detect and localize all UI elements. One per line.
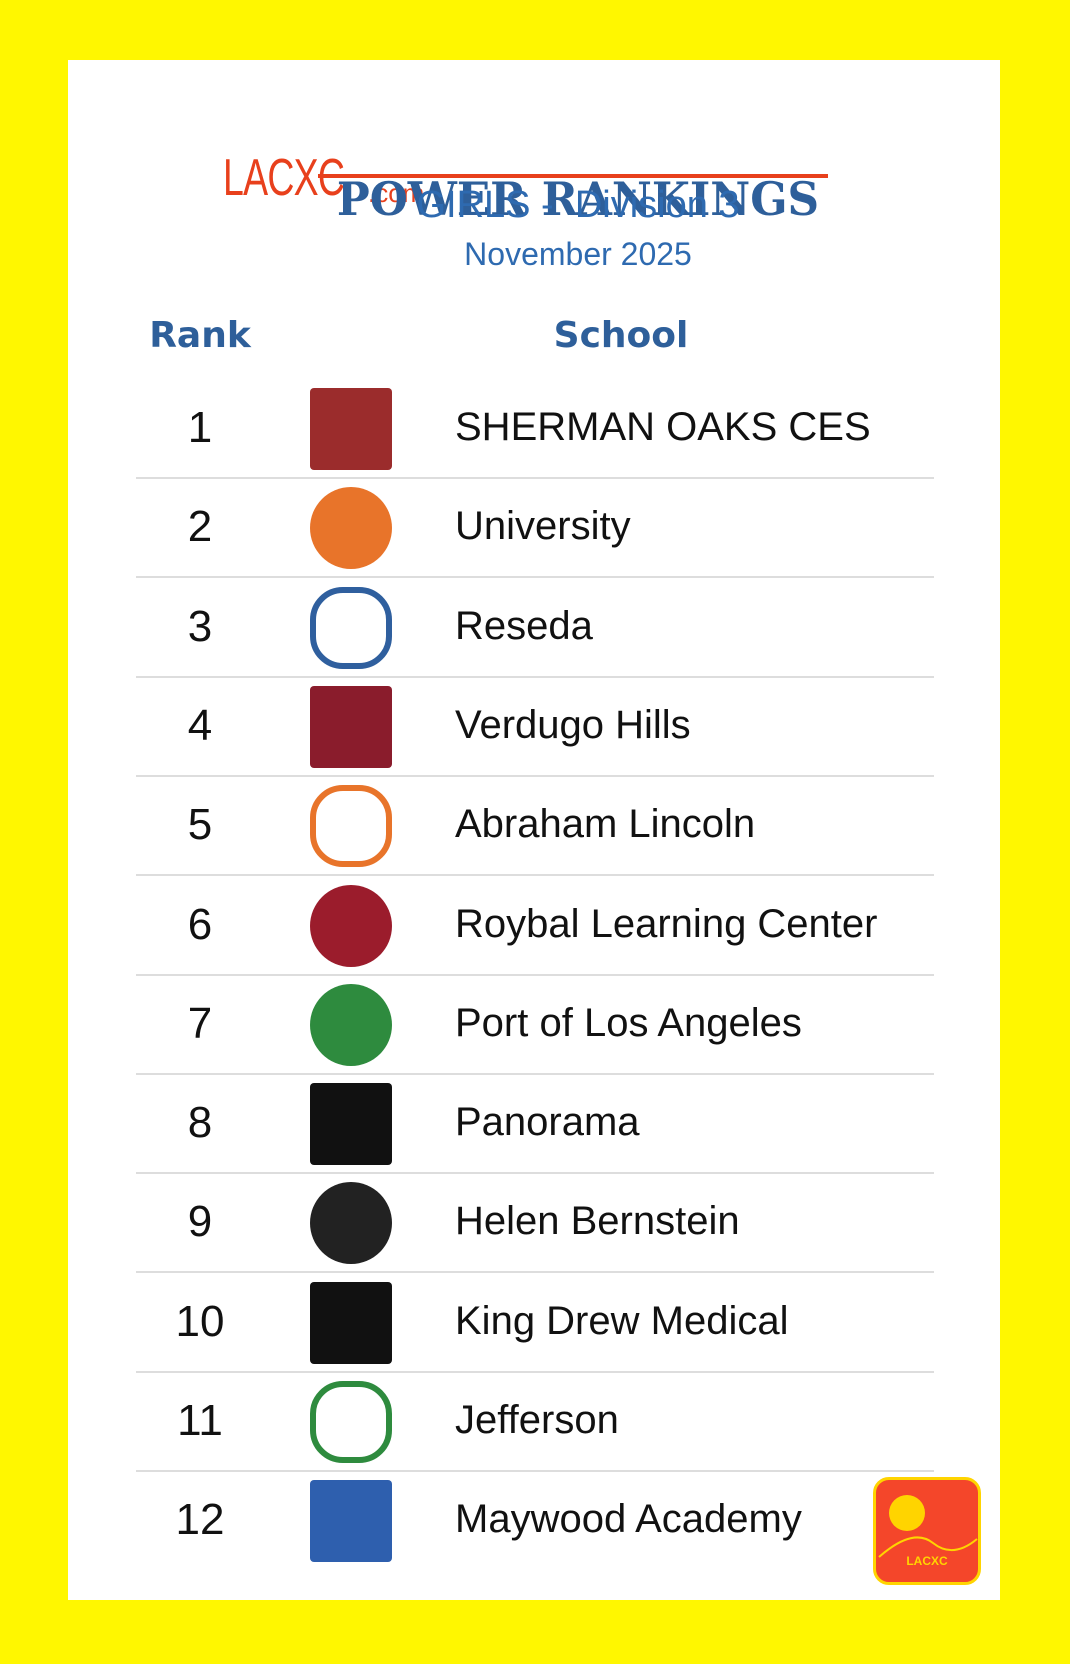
school-name: Abraham Lincoln bbox=[455, 802, 756, 847]
row-separator bbox=[136, 576, 934, 579]
subtitle: GIRLS - Division 3 bbox=[416, 184, 740, 226]
logo bbox=[310, 388, 392, 470]
row-separator bbox=[136, 477, 934, 479]
school-name: Verdugo Hills bbox=[455, 702, 691, 747]
row-separator bbox=[136, 774, 934, 777]
title: POWER RANKINGS bbox=[336, 172, 820, 226]
logo bbox=[310, 1182, 392, 1265]
row-separator bbox=[136, 973, 934, 976]
rank: 1 bbox=[187, 403, 213, 452]
column-header: Rank bbox=[149, 315, 251, 356]
rank: 3 bbox=[187, 601, 213, 651]
logo bbox=[310, 1281, 392, 1364]
date: November 2025 bbox=[464, 236, 692, 272]
row-separator bbox=[136, 1370, 934, 1373]
row-separator bbox=[136, 1172, 934, 1175]
column-header: School bbox=[553, 315, 689, 356]
rank: 5 bbox=[187, 800, 213, 850]
school-name: Roybal Learning Center bbox=[455, 901, 878, 946]
badge-art bbox=[878, 1495, 978, 1558]
school-name: SHERMAN OAKS CES bbox=[455, 405, 871, 449]
school-name: University bbox=[455, 504, 631, 549]
logo bbox=[310, 1381, 392, 1463]
rank: 4 bbox=[187, 700, 213, 750]
rank: 8 bbox=[187, 1098, 213, 1148]
rank: 2 bbox=[187, 502, 213, 552]
logo bbox=[310, 487, 392, 570]
school-name: Reseda bbox=[455, 603, 593, 648]
school-name: Maywood Academy bbox=[455, 1497, 802, 1542]
brand: LACXC bbox=[223, 149, 345, 207]
badge-label: LACXC bbox=[906, 1554, 948, 1568]
logo bbox=[310, 1083, 392, 1166]
logo bbox=[310, 884, 392, 967]
rank: 11 bbox=[177, 1396, 223, 1445]
logo bbox=[310, 785, 392, 868]
rank: 6 bbox=[187, 899, 213, 949]
row-separator bbox=[136, 1470, 934, 1472]
title-rule bbox=[318, 174, 828, 178]
brand-suffix: .com bbox=[368, 178, 425, 208]
school-name: Panorama bbox=[455, 1100, 640, 1145]
rank: 12 bbox=[175, 1495, 225, 1545]
rank: 7 bbox=[187, 998, 213, 1048]
logo bbox=[310, 586, 392, 669]
row-separator bbox=[136, 1072, 934, 1075]
card: LACXC .com POWER RANKINGS GIRLS - Divisi… bbox=[68, 60, 1000, 1600]
school-name: Jefferson bbox=[455, 1398, 619, 1442]
logo bbox=[310, 685, 392, 768]
rank: 10 bbox=[175, 1296, 225, 1346]
badge: LACXC bbox=[873, 1477, 981, 1585]
row-separator bbox=[136, 1271, 934, 1274]
logo bbox=[310, 1480, 392, 1563]
school-name: King Drew Medical bbox=[455, 1298, 789, 1343]
row-separator bbox=[136, 675, 934, 678]
rank: 9 bbox=[187, 1197, 213, 1247]
logo bbox=[310, 983, 392, 1066]
row-separator bbox=[136, 874, 934, 877]
school-name: Port of Los Angeles bbox=[455, 1000, 802, 1045]
school-name: Helen Bernstein bbox=[455, 1199, 740, 1244]
